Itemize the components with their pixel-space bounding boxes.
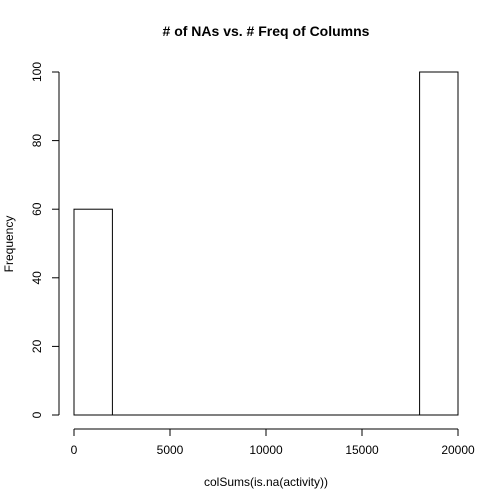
chart-title: # of NAs vs. # Freq of Columns [163, 23, 370, 39]
x-axis-label: colSums(is.na(activity)) [204, 475, 328, 489]
y-tick-label-3: 60 [30, 202, 44, 216]
x-tick-label-0: 0 [71, 443, 78, 457]
x-tick-label-1: 5000 [157, 443, 184, 457]
y-tick-label-5: 100 [30, 62, 44, 82]
bars-group [73, 71, 459, 416]
histogram-bar-0 [73, 208, 113, 416]
y-tick-label-1: 20 [30, 339, 44, 353]
x-axis: 0 5000 10000 15000 20000 [71, 428, 475, 457]
y-axis: 0 20 40 60 80 100 [30, 62, 60, 418]
y-tick-label-2: 40 [30, 271, 44, 285]
y-axis-label: Frequency [2, 216, 16, 273]
histogram-bar-9 [419, 71, 459, 416]
x-tick-label-4: 20000 [441, 443, 475, 457]
y-tick-label-4: 80 [30, 134, 44, 148]
y-tick-label-0: 0 [30, 411, 44, 418]
x-tick-label-3: 15000 [345, 443, 379, 457]
x-tick-label-2: 10000 [249, 443, 283, 457]
